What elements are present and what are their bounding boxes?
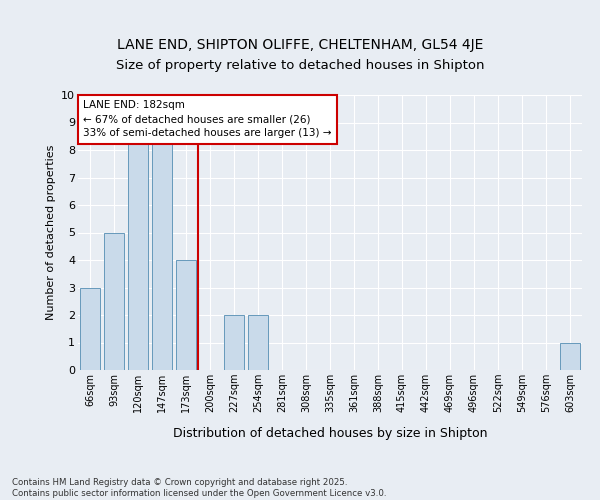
Bar (152, 122, 172, 370)
Bar (248, 315, 268, 370)
Bar (224, 315, 244, 370)
Text: Distribution of detached houses by size in Shipton: Distribution of detached houses by size … (173, 428, 487, 440)
Bar (176, 260, 196, 370)
Text: LANE END: 182sqm
← 67% of detached houses are smaller (26)
33% of semi-detached : LANE END: 182sqm ← 67% of detached house… (83, 100, 332, 138)
Bar (560, 342, 580, 370)
Bar (80, 288, 100, 370)
Text: Contains HM Land Registry data © Crown copyright and database right 2025.
Contai: Contains HM Land Registry data © Crown c… (12, 478, 386, 498)
Text: LANE END, SHIPTON OLIFFE, CHELTENHAM, GL54 4JE: LANE END, SHIPTON OLIFFE, CHELTENHAM, GL… (117, 38, 483, 52)
Bar (128, 122, 148, 370)
Y-axis label: Number of detached properties: Number of detached properties (46, 145, 56, 320)
Text: Size of property relative to detached houses in Shipton: Size of property relative to detached ho… (116, 60, 484, 72)
Bar (104, 232, 124, 370)
